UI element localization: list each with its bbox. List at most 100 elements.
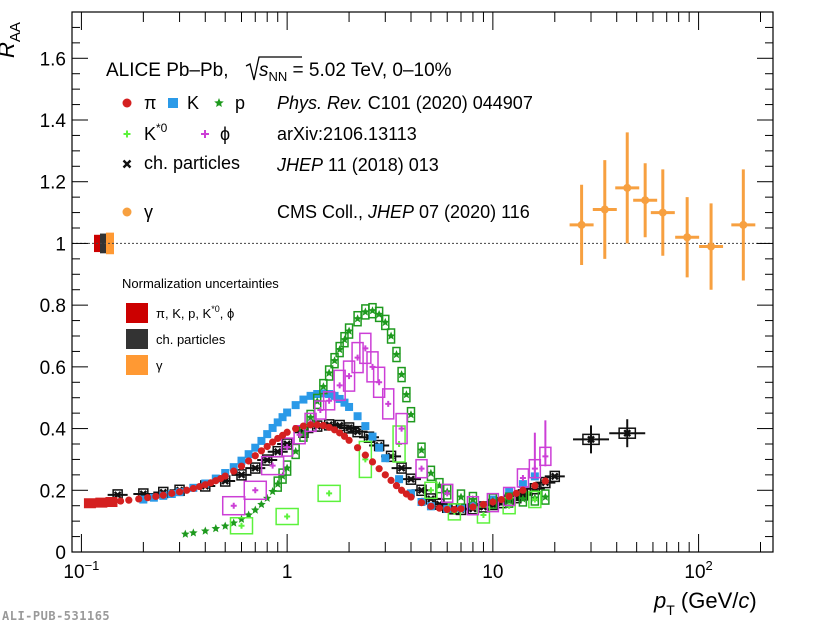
phi-syst-box [486, 492, 500, 513]
proton-syst-box [353, 310, 362, 327]
pion-point [407, 493, 415, 501]
proton-point [397, 370, 406, 379]
charged-point [397, 464, 406, 472]
proton-point [386, 331, 396, 340]
proton-point [244, 510, 253, 519]
charged-syst-box [250, 462, 261, 474]
proton-point [189, 528, 198, 537]
kstar-point [238, 522, 245, 529]
y-tick-label: 1.6 [40, 49, 66, 70]
proton-point [262, 493, 272, 502]
phi-point [418, 465, 425, 472]
kaon-point [368, 432, 377, 441]
pion-point [245, 457, 253, 465]
pion-point [353, 444, 362, 452]
proton-point [319, 382, 328, 391]
phi-syst-box [466, 495, 480, 516]
norm-swatch-charged [126, 329, 148, 349]
reference-1: Phys. Rev. C101 (2020) 044907 [277, 93, 533, 113]
phi-point [519, 474, 526, 481]
pion-point [469, 503, 477, 511]
charged-syst-box [396, 462, 407, 474]
pion-point [368, 458, 377, 466]
norm-legend-title: Normalization uncertainties [122, 276, 279, 291]
proton-point [402, 390, 411, 399]
series-kaon [139, 389, 539, 513]
title-suffix: = 5.02 TeV, 0–10% [287, 60, 451, 81]
pion-point [387, 476, 395, 485]
kaon-point [251, 443, 260, 452]
norm-label-charged: ch. particles [156, 332, 226, 347]
proton-point [220, 521, 230, 530]
charged-syst-box [618, 427, 637, 439]
x-tick-label: 1 [282, 562, 293, 583]
proton-syst-box [335, 341, 344, 358]
pion-point [116, 497, 125, 505]
pion-point [201, 481, 209, 489]
reference-3: JHEP 11 (2018) 013 [276, 155, 439, 175]
phi-point [362, 345, 369, 352]
norm-swatch-gamma [126, 355, 148, 375]
proton-point [417, 445, 426, 454]
kaon-point [278, 413, 287, 422]
legend-kaon-label: K [187, 93, 199, 113]
proton-point [361, 307, 370, 316]
y-tick-label: 0.2 [40, 481, 66, 502]
charged-syst-box [352, 425, 363, 438]
charged-point [251, 464, 260, 472]
proton-point [229, 518, 238, 527]
phi-point [230, 502, 237, 509]
watermark: ALI-PUB-531165 [2, 609, 111, 623]
charged-point [417, 486, 426, 495]
pion-point [269, 438, 277, 446]
pion-point [489, 498, 497, 506]
proton-point [324, 368, 334, 377]
proton-point [201, 526, 210, 535]
proton-point [273, 479, 282, 488]
phi-point [336, 382, 343, 389]
norm-label-gamma: γ [156, 358, 163, 373]
pion-point [479, 500, 488, 509]
series-gamma [569, 132, 756, 290]
charged-syst-box [549, 470, 561, 483]
pion-point [306, 421, 315, 429]
x-tick-label: 102 [684, 558, 712, 583]
norm-label-pid: π, K, p, K*0, ϕ [156, 304, 234, 321]
pion-point [541, 477, 549, 485]
charged-point [283, 440, 291, 448]
pion-point [86, 499, 94, 507]
charged-point [587, 435, 595, 444]
proton-syst-box [381, 314, 390, 331]
phi-syst-box [293, 424, 306, 445]
kaon-point [268, 423, 277, 432]
proton-point [426, 468, 436, 477]
plot-frame [71, 11, 774, 553]
pion-point [531, 482, 539, 490]
proton-point [330, 356, 339, 365]
proton-point [456, 492, 466, 501]
kaon-point [325, 390, 334, 399]
gamma-point [707, 242, 716, 251]
kaon-point [375, 443, 384, 452]
pion-point [292, 424, 300, 433]
pion-point [299, 422, 308, 430]
kaon-point [335, 394, 344, 403]
legend-kstar-marker [123, 130, 131, 138]
kstar-point [531, 496, 538, 503]
phi-syst-box [372, 366, 386, 399]
kaon-point [273, 418, 282, 427]
charged-point [113, 491, 122, 499]
y-tick-label: 0.6 [40, 358, 66, 379]
pion-point [251, 452, 259, 460]
proton-point [237, 514, 246, 523]
legend-pion-marker [122, 98, 132, 108]
svg-text:sNN = 5.02 TeV, 0–10%: sNN = 5.02 TeV, 0–10% [259, 60, 452, 84]
legend-markers [122, 98, 224, 217]
proton-point [268, 487, 277, 496]
proton-syst-box [324, 365, 334, 381]
pion-point [237, 462, 246, 470]
kaon-point [361, 422, 370, 431]
pion-point [505, 492, 513, 501]
kstar-point [480, 511, 487, 518]
